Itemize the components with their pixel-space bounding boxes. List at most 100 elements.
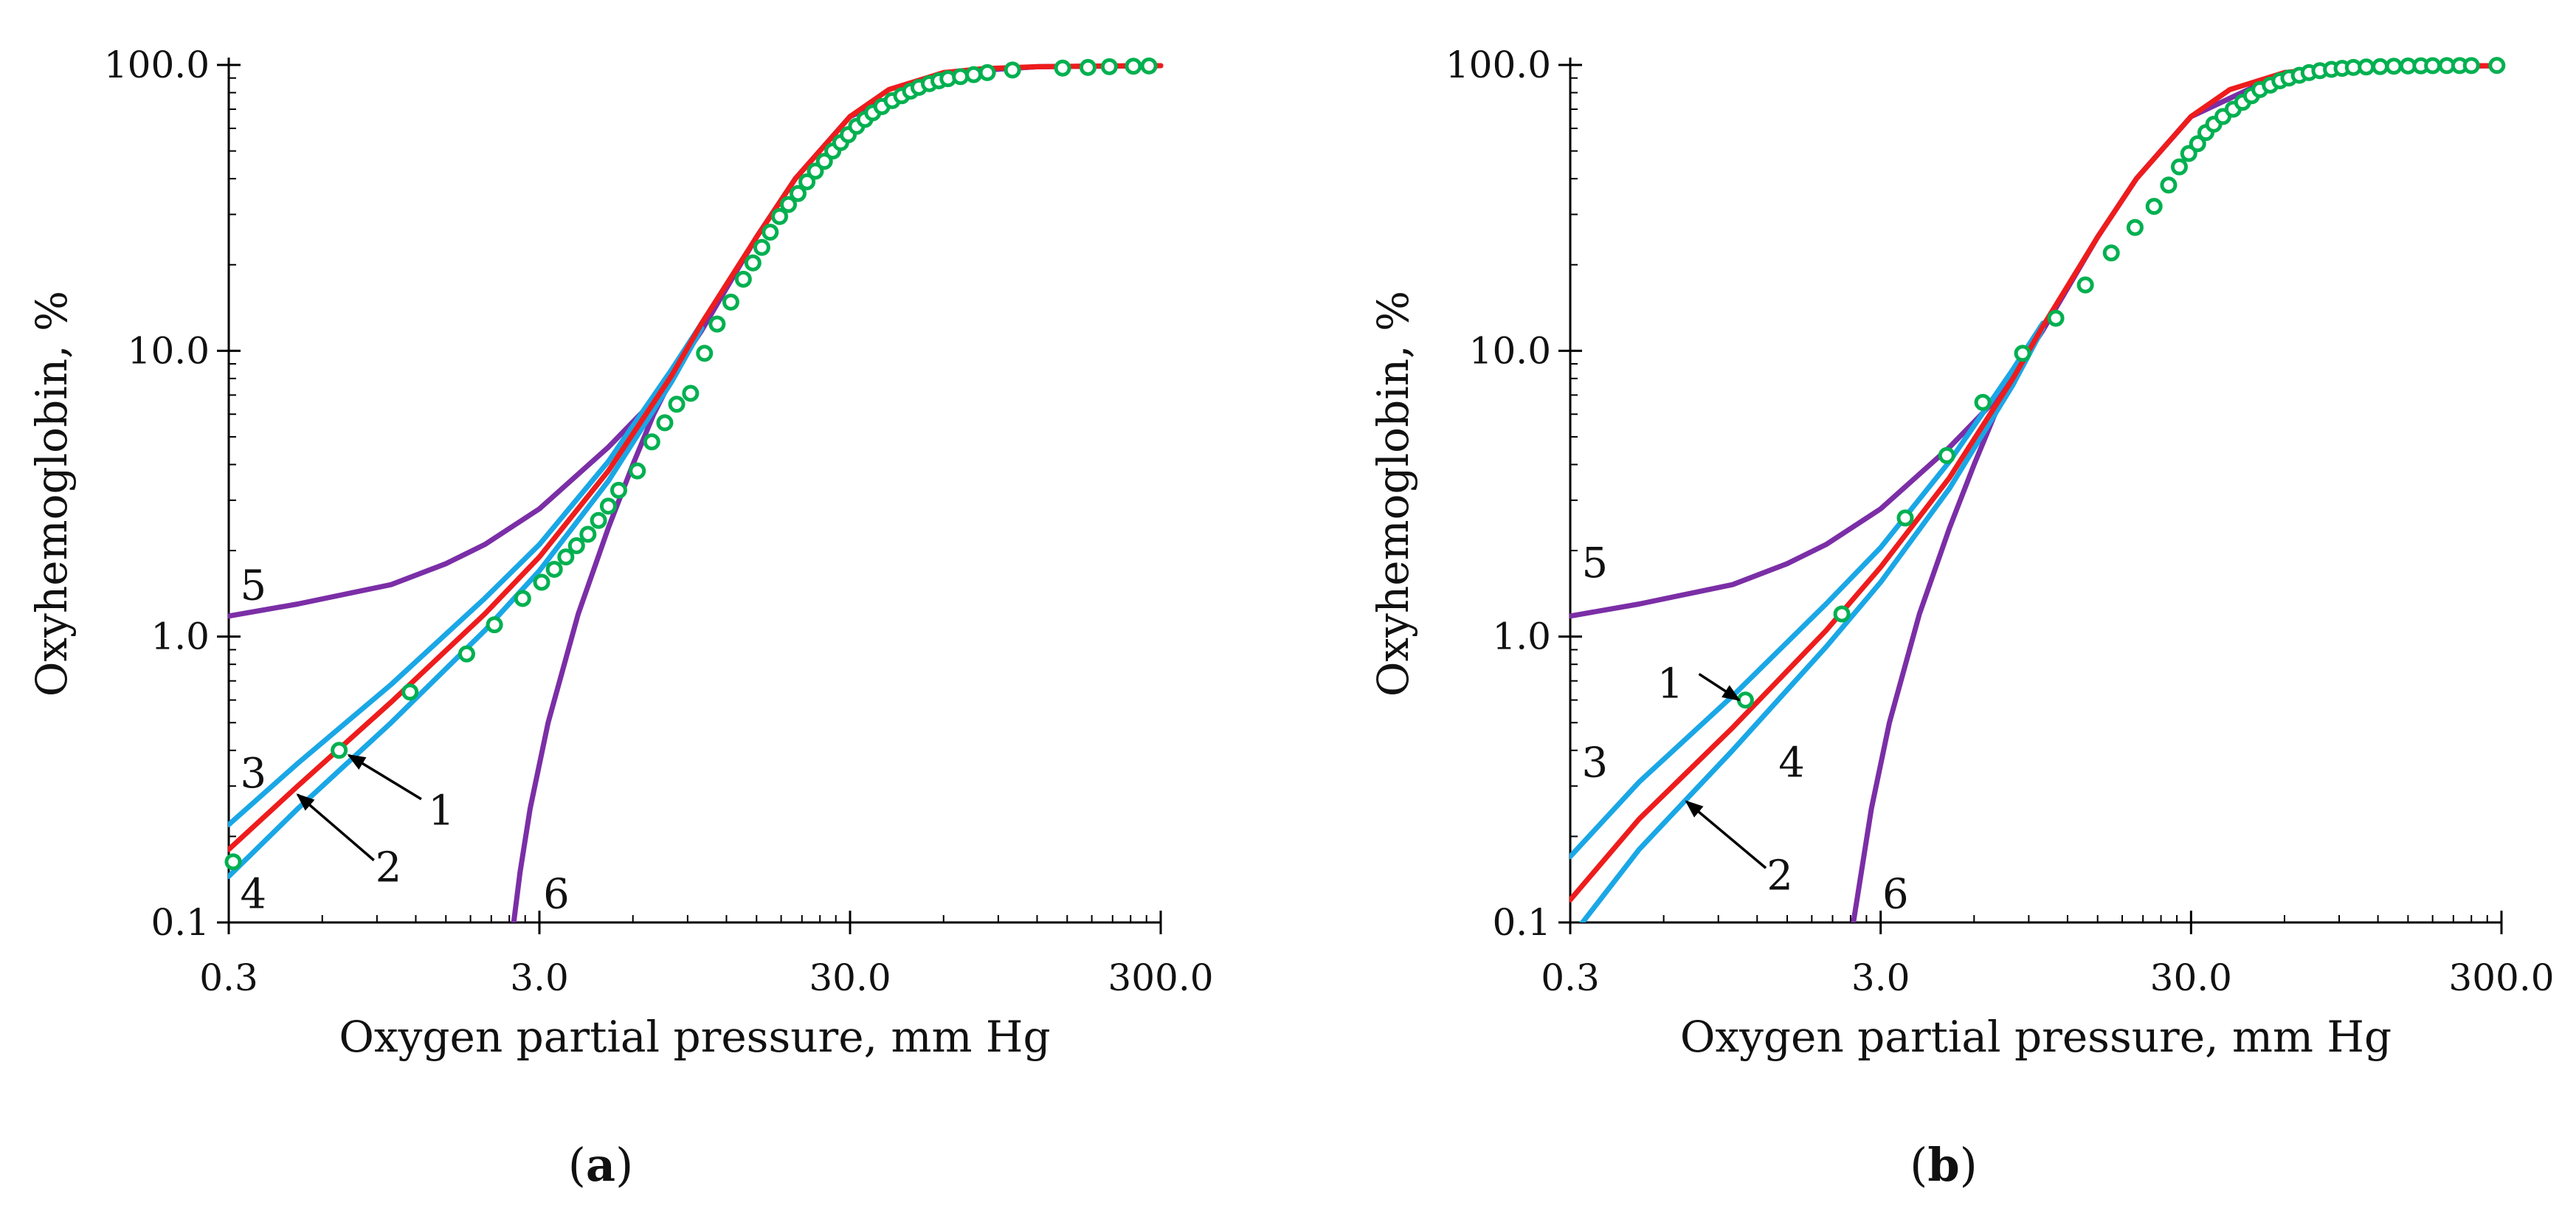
data-point: [2047, 309, 2065, 327]
y-tick-label: 0.1: [151, 901, 210, 944]
panel-label: (a): [568, 1138, 634, 1192]
data-point: [2189, 135, 2206, 153]
y-tick-label: 1.0: [1492, 615, 1551, 658]
data-point: [2170, 158, 2188, 176]
data-point: [807, 162, 824, 180]
data-point: [1938, 446, 1955, 464]
data-point: [2358, 58, 2375, 76]
series-line-4: [1579, 325, 2046, 922]
x-tick-label: 0.3: [199, 956, 258, 999]
y-tick-label: 10.0: [128, 329, 210, 372]
data-point: [1004, 61, 1021, 79]
chart-panel-a: 0.1 1.0 10.0 100.0 0.3 3.0 30.0 300.0 Oxygen par…: [27, 44, 1214, 1192]
y-axis-title: Oxyhemoglobin, %: [1368, 291, 1418, 697]
curve-label-4: 4: [1778, 739, 1805, 787]
data-point: [599, 497, 617, 515]
data-point: [2145, 198, 2163, 215]
data-point: [978, 63, 996, 81]
curve-label-1: 1: [1657, 660, 1684, 708]
data-point: [696, 345, 714, 362]
label-arrow-2: [296, 793, 375, 862]
data-point: [1974, 393, 1992, 411]
y-axis-title: Oxyhemoglobin, %: [27, 291, 77, 697]
data-point: [1896, 509, 1914, 527]
data-point: [629, 462, 646, 480]
data-point: [401, 683, 419, 701]
data-point: [2126, 218, 2144, 236]
series-line-6: [1851, 63, 2504, 922]
data-point: [2488, 57, 2506, 75]
curve-label-3: 3: [241, 750, 267, 798]
data-point: [579, 525, 597, 543]
data-point: [545, 560, 563, 578]
curve-label-4: 4: [241, 870, 267, 918]
data-point: [1833, 605, 1851, 623]
data-point: [722, 293, 739, 311]
data-point: [610, 481, 627, 499]
x-tick-label: 0.3: [1541, 956, 1600, 999]
data-point: [486, 616, 503, 634]
label-arrow-1: [1698, 672, 1741, 702]
data-point: [682, 384, 700, 402]
data-point: [2424, 57, 2442, 75]
data-point: [457, 645, 475, 663]
data-point: [590, 511, 607, 529]
series-line-3: [1570, 320, 2046, 860]
curve-label-2: 2: [376, 843, 402, 891]
data-point: [643, 433, 660, 451]
data-point: [567, 537, 585, 554]
data-point: [815, 153, 833, 170]
data-point: [1079, 58, 1097, 76]
data-point: [1736, 691, 1754, 709]
data-point: [708, 315, 726, 333]
data-point: [952, 68, 970, 86]
x-tick-label: 30.0: [2150, 956, 2232, 999]
data-point: [2160, 176, 2178, 194]
data-point: [762, 224, 779, 241]
data-point: [965, 66, 983, 83]
data-point: [771, 207, 789, 225]
series-line-6: [511, 63, 1164, 922]
x-tick-label: 30.0: [809, 956, 891, 999]
data-point: [753, 238, 770, 256]
x-axis-title: Oxygen partial pressure, mm Hg: [1680, 1012, 2392, 1062]
data-point: [2014, 345, 2031, 362]
data-point: [656, 414, 674, 432]
y-tick-label: 1.0: [151, 615, 210, 658]
y-tick-label: 0.1: [1492, 901, 1551, 944]
data-point: [2385, 58, 2403, 75]
data-point: [2462, 57, 2480, 75]
series-line-2: [228, 63, 1164, 852]
label-arrow-1: [347, 753, 422, 801]
data-point: [744, 254, 762, 272]
data-point: [557, 548, 575, 566]
label-arrow-2: [1685, 800, 1767, 869]
data-point: [2076, 276, 2094, 294]
y-tick-label: 100.0: [104, 44, 210, 86]
chart-panel-b: 0.1 1.0 10.0 100.0 0.3 3.0 30.0 300.0 Oxygen par…: [1368, 44, 2555, 1192]
data-point: [779, 196, 797, 213]
data-point: [1140, 57, 1158, 75]
curve-label-6: 6: [543, 870, 570, 918]
x-tick-label: 300.0: [1108, 956, 1213, 999]
curve-label-3: 3: [1581, 739, 1608, 787]
data-point: [1100, 58, 1118, 75]
x-tick-label: 3.0: [510, 956, 569, 999]
data-point: [224, 853, 242, 871]
curve-label-1: 1: [428, 787, 455, 835]
curve-label-5: 5: [241, 562, 267, 610]
data-point: [789, 184, 807, 202]
x-tick-label: 3.0: [1851, 956, 1910, 999]
data-point: [1054, 59, 1071, 77]
y-tick-label: 10.0: [1469, 329, 1551, 372]
data-point: [734, 270, 752, 288]
curve-label-5: 5: [1581, 539, 1608, 587]
data-point: [2102, 244, 2120, 262]
panel-label: (b): [1910, 1138, 1978, 1192]
data-point: [668, 396, 686, 413]
data-point: [331, 742, 348, 759]
data-point: [514, 590, 531, 607]
data-point: [798, 173, 816, 190]
